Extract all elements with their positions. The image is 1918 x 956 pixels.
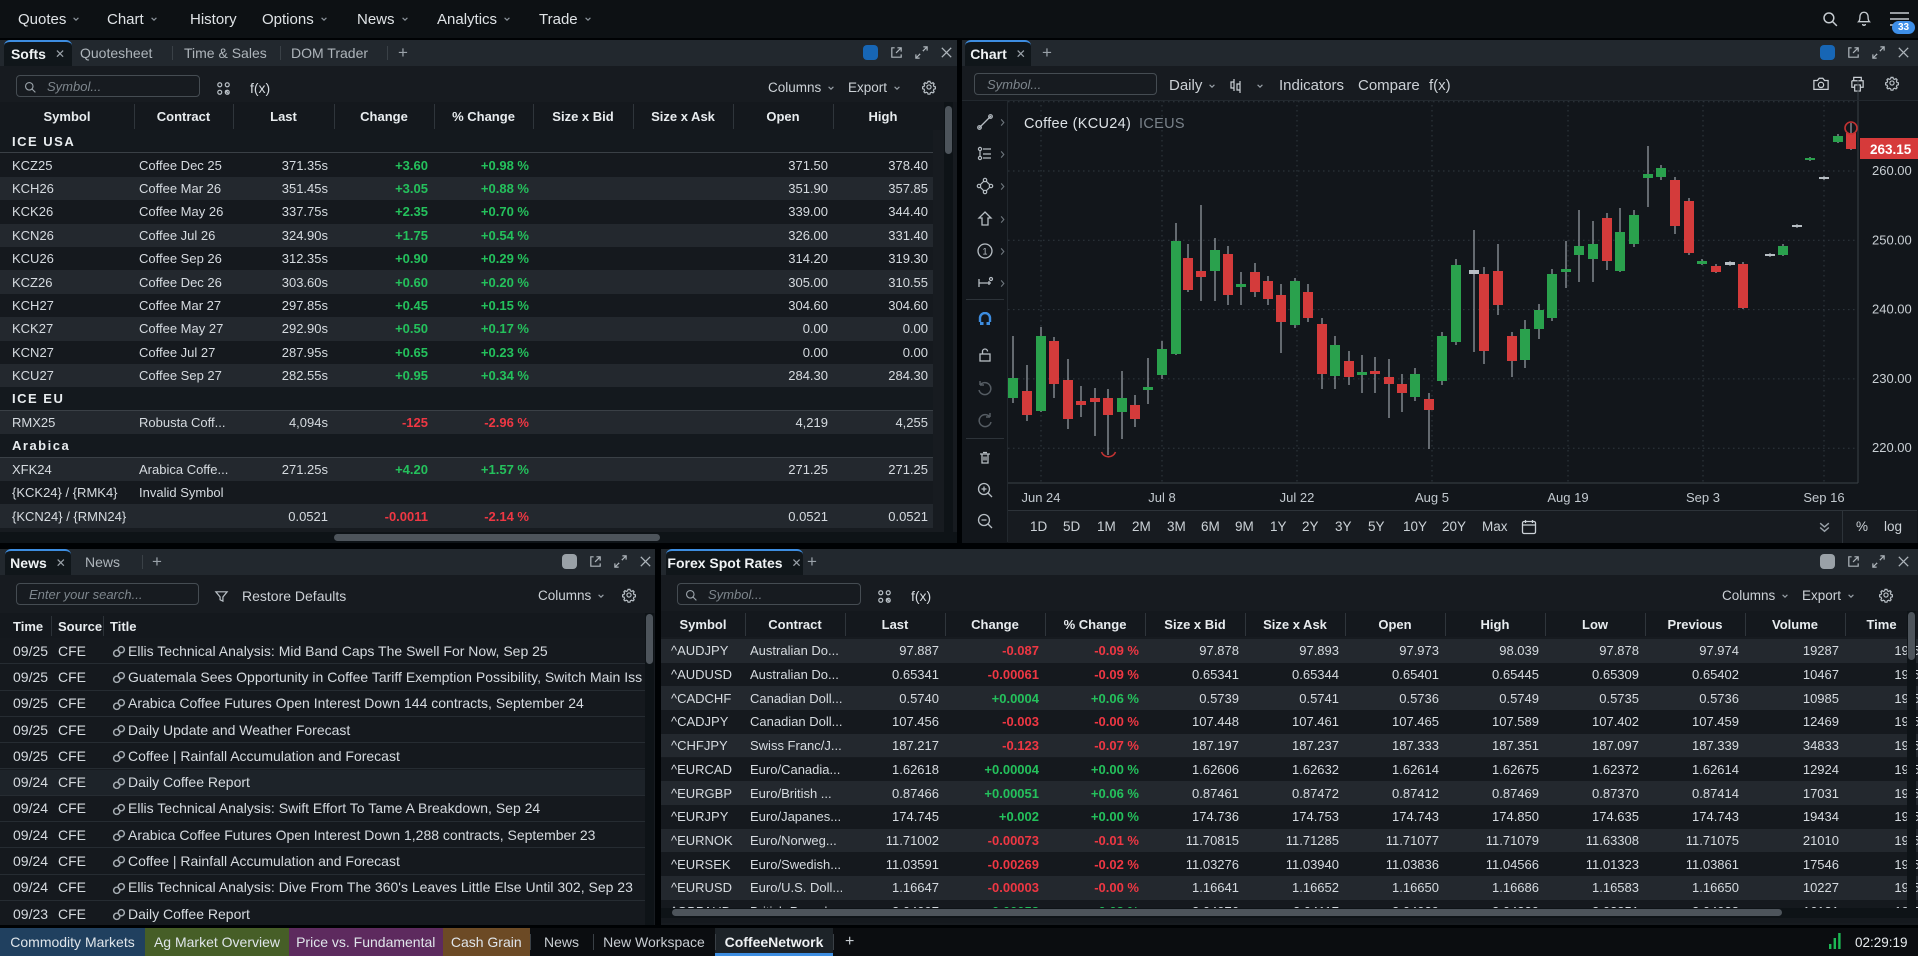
- svg-text:Jul 22: Jul 22: [1280, 490, 1315, 505]
- svg-text:1: 1: [982, 247, 987, 257]
- svg-text:220.00: 220.00: [1872, 440, 1912, 455]
- svg-text:250.00: 250.00: [1872, 232, 1912, 247]
- svg-text:Jul 8: Jul 8: [1148, 490, 1175, 505]
- svg-text:230.00: 230.00: [1872, 371, 1912, 386]
- svg-text:240.00: 240.00: [1872, 302, 1912, 317]
- svg-text:Sep 16: Sep 16: [1803, 490, 1844, 505]
- svg-text:263.15: 263.15: [1870, 142, 1912, 157]
- svg-text:260.00: 260.00: [1872, 163, 1912, 178]
- svg-text:Jun 24: Jun 24: [1021, 490, 1060, 505]
- svg-text:ICEUS: ICEUS: [1139, 116, 1185, 132]
- svg-text:Aug 5: Aug 5: [1415, 490, 1449, 505]
- svg-text:Coffee (KCU24): Coffee (KCU24): [1024, 116, 1131, 132]
- svg-text:Aug 19: Aug 19: [1547, 490, 1588, 505]
- svg-text:Sep 3: Sep 3: [1686, 490, 1720, 505]
